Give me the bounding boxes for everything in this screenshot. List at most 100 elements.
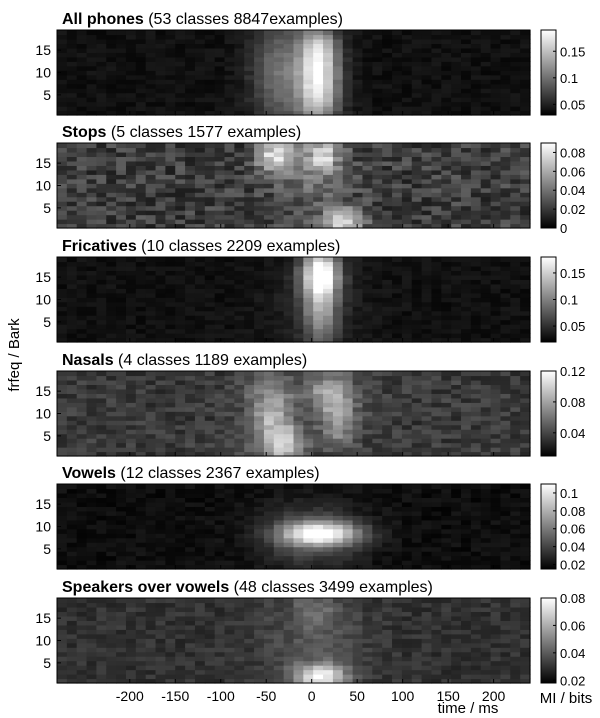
heatmap-cell xyxy=(96,38,107,45)
heatmap-cell xyxy=(224,196,235,202)
heatmap-cell xyxy=(185,555,196,561)
heatmap-cell xyxy=(194,397,206,403)
heatmap-cell xyxy=(510,257,521,263)
heatmap-cell xyxy=(520,519,531,525)
heatmap-cell xyxy=(283,30,295,36)
heatmap-cell xyxy=(313,528,324,534)
heatmap-cell xyxy=(441,433,452,439)
heatmap-cell xyxy=(480,70,492,76)
heatmap-cell xyxy=(401,283,413,289)
heatmap-cell xyxy=(461,156,472,162)
heatmap-cell xyxy=(57,488,68,494)
heatmap-cell xyxy=(362,438,373,444)
heatmap-cell xyxy=(372,328,383,334)
heatmap-cell xyxy=(175,497,186,503)
heatmap-cell xyxy=(401,524,413,530)
heatmap-cell xyxy=(313,52,324,58)
heatmap-cell xyxy=(263,196,275,202)
heatmap-cell xyxy=(401,52,413,58)
heatmap-cell xyxy=(185,156,196,162)
heatmap-cell xyxy=(323,270,334,276)
heatmap-cell xyxy=(401,328,413,334)
heatmap-cell xyxy=(303,393,314,399)
heatmap-cell xyxy=(313,156,324,162)
heatmap-cell xyxy=(500,328,511,334)
heatmap-cell xyxy=(451,219,462,225)
heatmap-cell xyxy=(490,551,502,557)
heatmap-cell xyxy=(500,506,511,512)
heatmap-cell xyxy=(313,106,324,112)
heatmap-cell xyxy=(175,143,186,149)
heatmap-cell xyxy=(461,379,472,386)
heatmap-cell xyxy=(135,429,147,435)
heatmap-cell xyxy=(165,384,176,390)
heatmap-cell xyxy=(155,524,166,530)
heatmap-cell xyxy=(451,297,462,303)
colorbar-tick-label: 0.1 xyxy=(560,71,578,86)
heatmap-cell xyxy=(382,451,393,457)
heatmap-cell xyxy=(283,174,295,180)
heatmap-cell xyxy=(135,205,147,211)
heatmap-cell xyxy=(244,447,255,453)
heatmap-cell xyxy=(313,265,324,272)
heatmap-cell xyxy=(480,546,492,552)
heatmap-cell xyxy=(165,106,176,112)
heatmap-cell xyxy=(392,106,403,112)
heatmap-cell xyxy=(194,451,206,457)
heatmap-cell xyxy=(214,30,226,36)
heatmap-cell xyxy=(76,375,88,381)
heatmap-cell xyxy=(490,524,502,530)
heatmap-cell xyxy=(116,388,127,394)
heatmap-cell xyxy=(96,151,107,158)
heatmap-cell xyxy=(224,201,235,207)
heatmap-cell xyxy=(490,192,502,198)
heatmap-cell xyxy=(194,38,206,45)
heatmap-cell xyxy=(342,533,354,539)
heatmap-cell xyxy=(382,546,393,552)
heatmap-cell xyxy=(470,156,482,162)
heatmap-cell xyxy=(313,424,324,430)
heatmap-cell xyxy=(392,70,403,76)
heatmap-cell xyxy=(106,506,117,512)
heatmap-cell xyxy=(244,328,255,334)
heatmap-cell xyxy=(372,537,383,543)
heatmap-cell xyxy=(96,83,107,89)
heatmap-cell xyxy=(125,506,137,512)
heatmap-cell xyxy=(283,74,295,80)
heatmap-cell xyxy=(342,223,354,229)
heatmap-cell xyxy=(461,297,472,303)
heatmap-cell xyxy=(451,61,462,67)
heatmap-cell xyxy=(490,147,502,153)
heatmap-cell xyxy=(204,451,216,457)
heatmap-cell xyxy=(175,288,186,294)
heatmap-cell xyxy=(461,564,472,570)
heatmap-cell xyxy=(510,223,521,229)
heatmap-cell xyxy=(145,415,157,421)
heatmap-cell xyxy=(66,92,78,98)
heatmap-cell xyxy=(401,429,413,435)
heatmap-cell xyxy=(194,257,206,263)
heatmap-cell xyxy=(362,101,373,107)
heatmap-cell xyxy=(194,515,206,521)
heatmap-cell xyxy=(234,429,245,435)
heatmap-cell xyxy=(76,371,88,377)
heatmap-cell xyxy=(313,92,324,98)
heatmap-cell xyxy=(57,611,68,617)
heatmap-cell xyxy=(244,219,255,225)
heatmap-cell xyxy=(214,65,226,71)
heatmap-cell xyxy=(145,424,157,430)
heatmap-cell xyxy=(470,384,482,390)
heatmap-cell xyxy=(323,30,334,36)
heatmap-cell xyxy=(244,528,255,534)
heatmap-cell xyxy=(224,223,235,229)
heatmap-cell xyxy=(66,79,78,85)
heatmap-cell xyxy=(372,519,383,525)
heatmap-cell xyxy=(421,442,433,448)
heatmap-cell xyxy=(411,187,423,193)
heatmap-cell xyxy=(263,519,275,525)
heatmap-cell xyxy=(313,56,324,62)
heatmap-cell xyxy=(451,106,462,112)
heatmap-cell xyxy=(145,406,157,412)
heatmap-cell xyxy=(145,88,157,94)
heatmap-cell xyxy=(303,429,314,435)
